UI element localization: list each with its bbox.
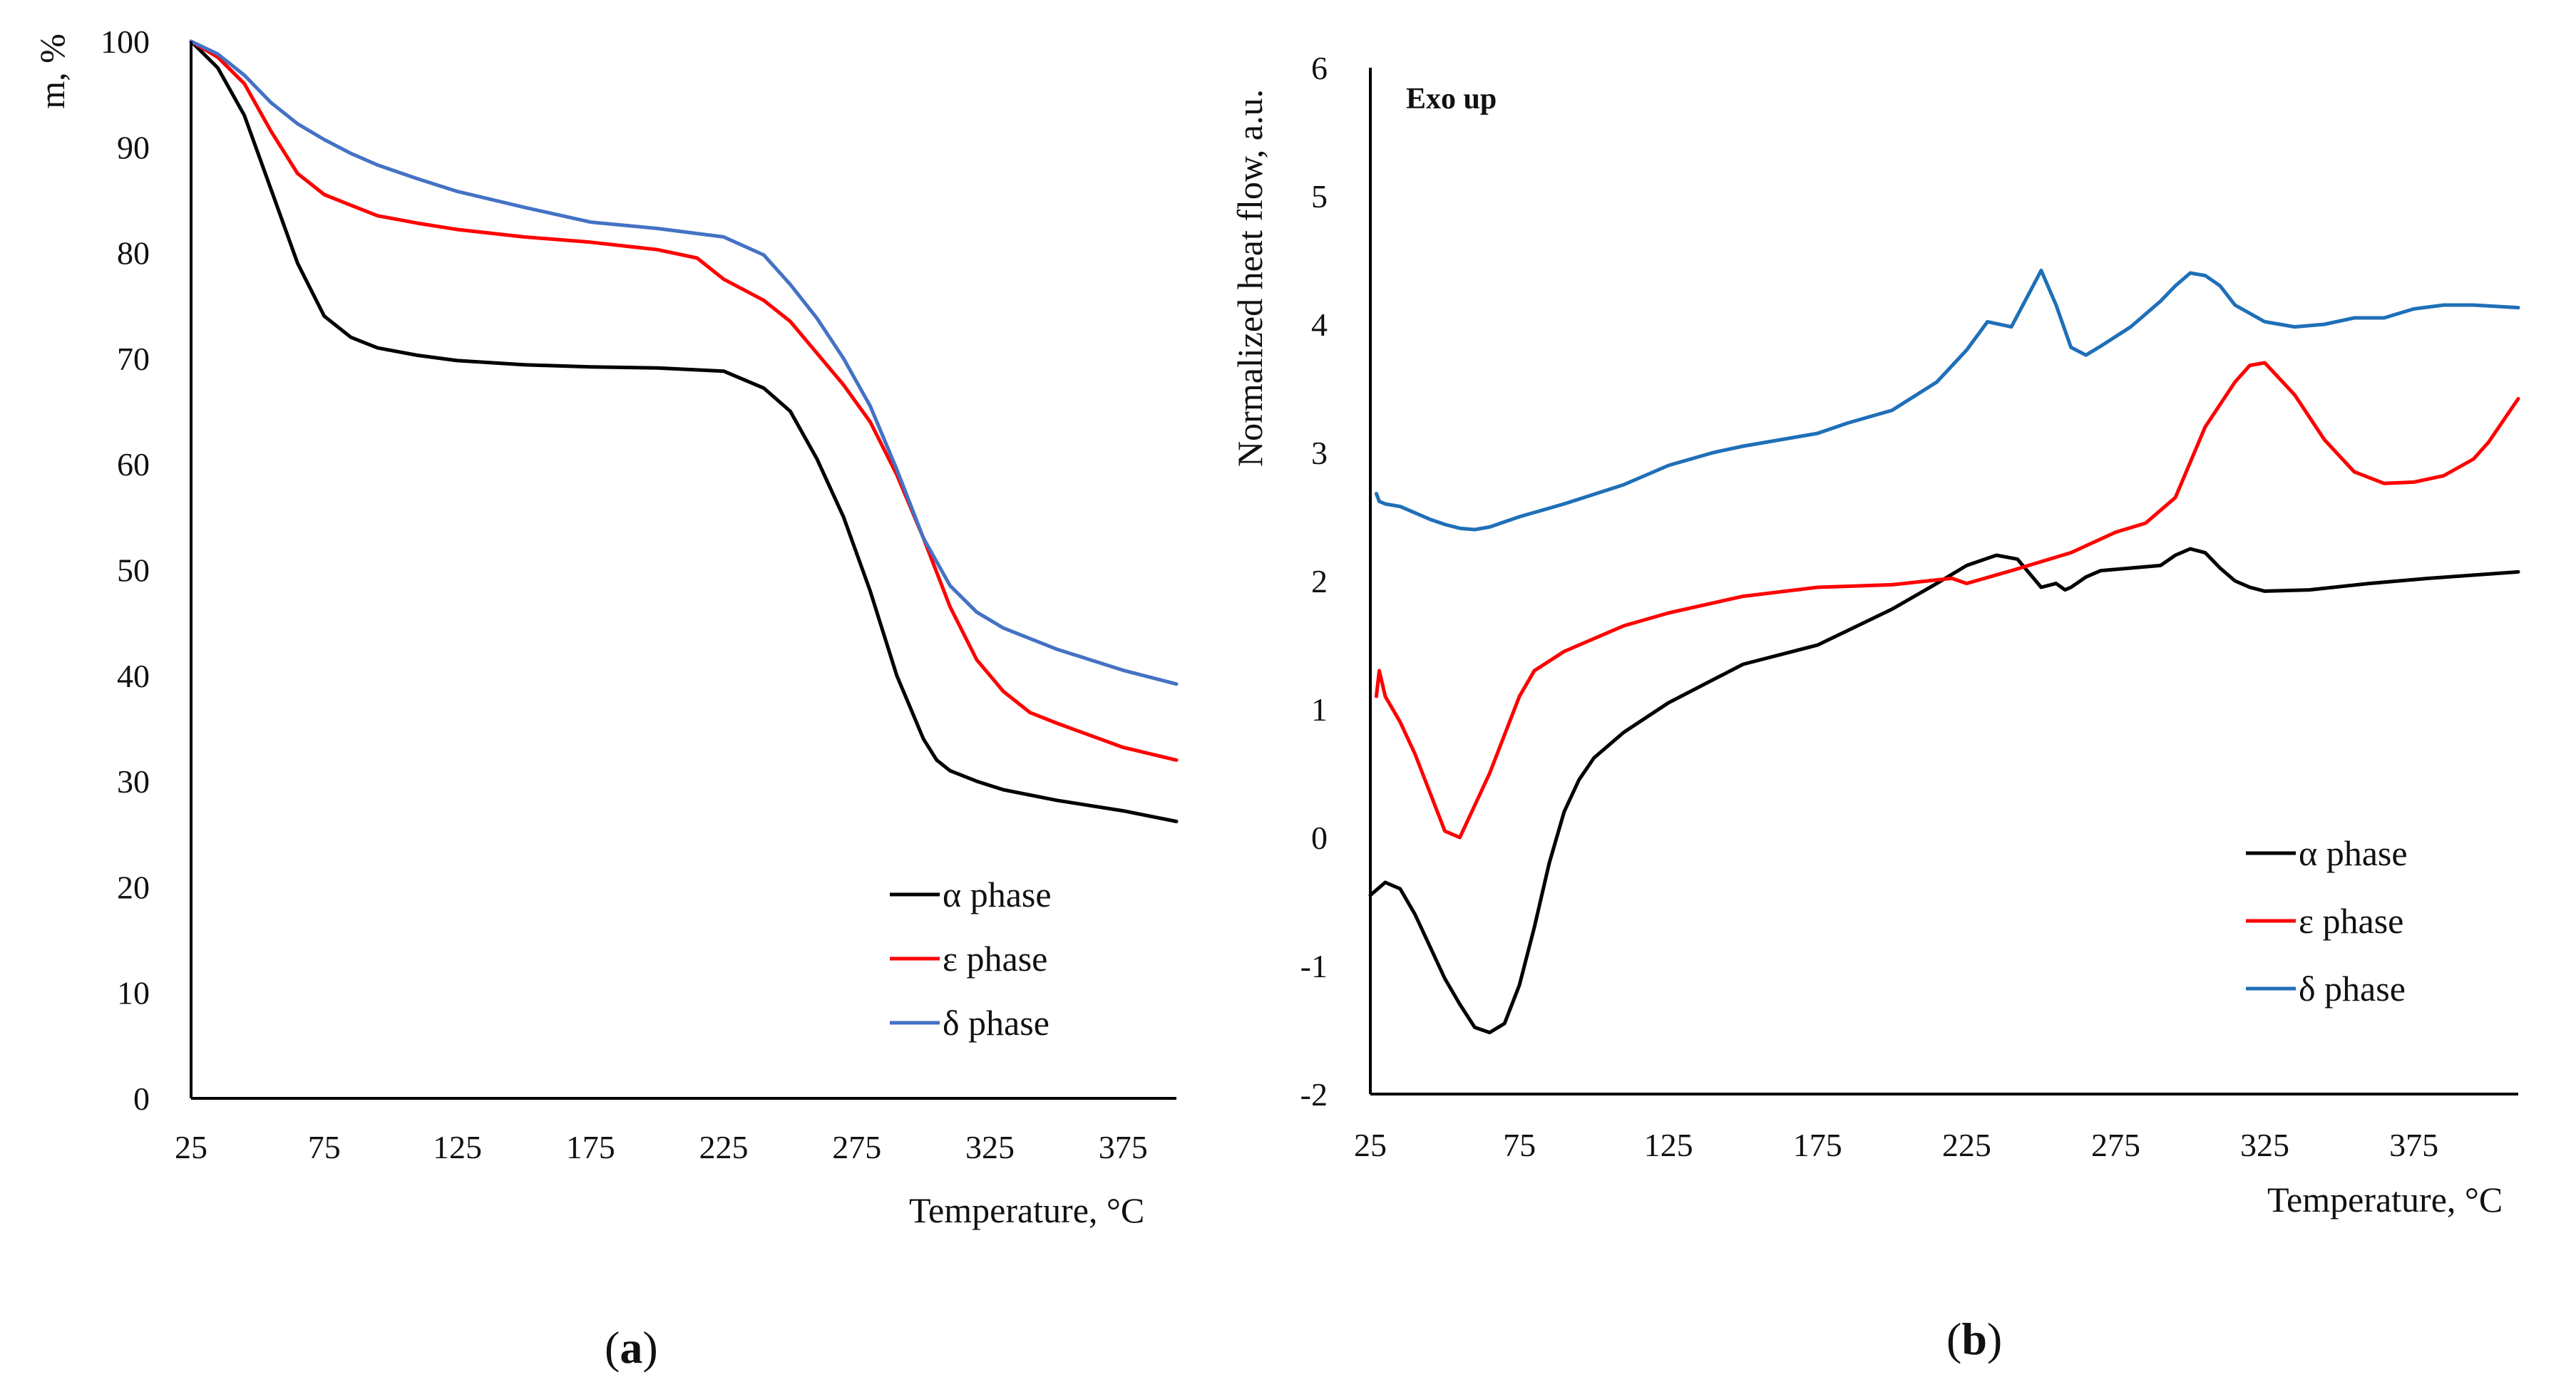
chart-a-series-line-2 [189,39,1179,762]
chart-a-y-tick-label: 20 [117,869,150,905]
chart-b-legend-label-2: ε phase [2299,901,2403,941]
chart-b-x-tick-label: 175 [1793,1127,1842,1163]
chart-b-x-tick-label: 125 [1644,1127,1693,1163]
chart-a-x-label: Temperature, °C [909,1190,1144,1230]
chart-b-y-tick-label: -1 [1300,948,1328,984]
chart-b-annotation: Exo up [1406,83,1497,115]
chart-a-x-tick-label: 175 [566,1129,615,1165]
chart-a-y-tick-label: 0 [133,1081,150,1117]
panel-a-label: (a) [605,1322,658,1373]
chart-b-x-tick-label: 225 [1942,1127,1991,1163]
chart-a-legend-label-1: α phase [943,875,1052,914]
chart-a-legend-label-3: δ phase [943,1003,1050,1043]
chart-a-y-tick-label: 90 [117,129,150,165]
panel-b-label: (b) [1946,1314,2002,1364]
chart-b-series [1368,268,2520,1035]
panel-b-letter: b [1961,1314,1987,1364]
chart-b-y-tick-label: 6 [1311,50,1328,86]
chart-b-legend-label-1: α phase [2299,833,2408,873]
chart-b-x-tick-label: 25 [1354,1127,1387,1163]
chart-a-legend: α phase ε phase δ phase [890,875,1052,1043]
chart-a-y-tick-label: 40 [117,658,150,694]
chart-b-x-tick-label: 275 [2091,1127,2140,1163]
chart-a-y-tick-label: 10 [117,975,150,1011]
chart-a-series [189,39,1179,823]
chart-a-legend-label-2: ε phase [943,939,1047,979]
chart-b-x-ticks: 25 75 125 175 225 275 325 375 [1354,1127,2438,1163]
chart-b-y-tick-label: 5 [1311,178,1328,215]
chart-b-series-line-1 [1368,547,2520,1035]
chart-a-x-tick-label: 375 [1099,1129,1148,1165]
chart-b-y-ticks: -2 -1 0 1 2 3 4 5 6 [1300,50,1328,1113]
chart-a-x-tick-label: 225 [699,1129,749,1165]
chart-b: -2 -1 0 1 2 3 4 5 6 25 75 125 175 225 275 325 375 Exo u… [1230,50,2520,1364]
chart-a-series-line-1 [189,39,1179,823]
chart-b-y-tick-label: 1 [1311,691,1328,728]
chart-a-x-tick-label: 325 [965,1129,1015,1165]
chart-b-y-tick-label: 3 [1311,435,1328,471]
chart-a-y-tick-label: 70 [117,341,150,377]
chart-b-y-tick-label: 0 [1311,820,1328,856]
chart-b-y-tick-label: 2 [1311,563,1328,599]
chart-a-x-tick-label: 125 [433,1129,482,1165]
chart-b-y-tick-label: 4 [1311,306,1328,343]
chart-a-x-ticks: 25 75 125 175 225 275 325 375 [175,1129,1148,1165]
chart-b-legend-label-3: δ phase [2299,969,2406,1009]
chart-a-x-tick-label: 25 [175,1129,207,1165]
panel-a-letter: a [620,1322,642,1373]
chart-b-y-label: Normalized heat flow, a.u. [1230,89,1270,467]
chart-b-series-line-2 [1374,361,2520,840]
chart-a-y-tick-label: 80 [117,235,150,272]
chart-a-y-tick-label: 60 [117,446,150,483]
chart-a-x-tick-label: 275 [832,1129,881,1165]
chart-a: 0 10 20 30 40 50 60 70 80 90 100 25 75 125 175 225 275 3… [32,24,1179,1373]
chart-a-y-ticks: 0 10 20 30 40 50 60 70 80 90 100 [101,24,150,1117]
chart-b-x-tick-label: 375 [2389,1127,2438,1163]
chart-b-x-tick-label: 325 [2240,1127,2289,1163]
chart-a-series-line-3 [189,39,1179,686]
chart-b-legend: α phase ε phase δ phase [2246,833,2408,1009]
chart-b-x-tick-label: 75 [1503,1127,1536,1163]
chart-b-series-line-3 [1374,268,2520,532]
chart-a-y-label: m, % [32,33,72,109]
chart-a-y-tick-label: 100 [101,24,150,60]
chart-a-y-tick-label: 50 [117,552,150,589]
chart-b-y-tick-label: -2 [1300,1076,1328,1113]
chart-b-x-label: Temperature, °C [2267,1180,2503,1220]
chart-a-y-tick-label: 30 [117,763,150,800]
chart-a-x-tick-label: 75 [308,1129,341,1165]
